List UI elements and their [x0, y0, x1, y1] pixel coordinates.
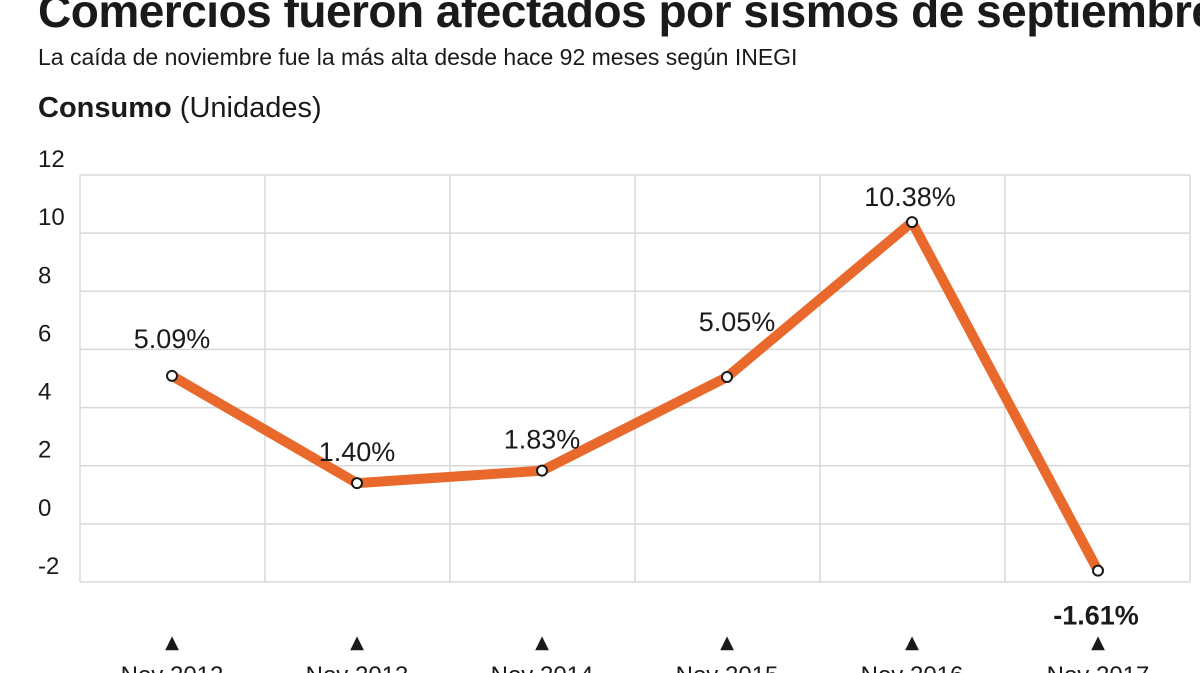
data-label: 5.05% [699, 307, 776, 337]
y-axis-ticks: 12 10 8 6 4 2 0 -2 [38, 146, 65, 580]
measure-name: Consumo [38, 92, 172, 124]
y-tick-label: 4 [38, 379, 51, 406]
x-axis-ticks: ▲ Nov 2012 ▲ Nov 2013 ▲ Nov 2014 ▲ Nov 2015 ▲ Nov… [121, 632, 1150, 673]
data-point [721, 371, 733, 384]
grid-layer [79, 174, 1191, 583]
y-tick-label: 8 [38, 262, 51, 289]
x-tick-label: Nov 2015 [676, 662, 779, 673]
data-label-layer: 5.09% 1.40% 1.83% 5.05% 10.38% -1.61% [134, 182, 1139, 631]
data-label: 10.38% [864, 182, 956, 212]
measure-label: Consumo (Unidades) [38, 92, 322, 125]
data-label: 1.40% [319, 437, 396, 467]
y-tick-label: 2 [38, 437, 51, 464]
y-tick-label: 0 [38, 495, 51, 522]
x-tick-label: Nov 2012 [121, 662, 224, 673]
x-tick-marker: ▲ [905, 632, 919, 653]
measure-unit: (Unidades) [179, 92, 322, 124]
x-tick-marker: ▲ [535, 632, 549, 653]
x-tick-label: Nov 2017 [1047, 662, 1150, 673]
x-tick-marker: ▲ [165, 632, 179, 653]
x-tick-marker: ▲ [1091, 632, 1105, 653]
data-point [536, 464, 548, 477]
y-tick-label: 12 [38, 146, 65, 173]
data-point [351, 477, 363, 490]
x-tick-label: Nov 2016 [861, 662, 964, 673]
data-label: 1.83% [504, 425, 581, 455]
series-line [167, 217, 1103, 576]
series-layer [167, 217, 1103, 576]
y-tick-label: 6 [38, 320, 51, 347]
data-label-negative: -1.61% [1053, 601, 1139, 631]
data-point [906, 216, 918, 229]
x-tick-marker: ▲ [720, 632, 734, 653]
data-point [166, 369, 178, 382]
marker-layer [166, 216, 1104, 577]
x-tick-label: Nov 2013 [306, 662, 409, 673]
data-point [1092, 564, 1104, 577]
chart-subtitle: La caída de noviembre fue la más alta de… [38, 44, 798, 70]
x-tick-marker: ▲ [350, 632, 364, 653]
y-tick-label: 10 [38, 204, 65, 231]
data-label: 5.09% [134, 324, 211, 354]
chart-title: Comercios fueron afectados por sismos de… [38, 0, 1200, 37]
y-tick-label: -2 [38, 553, 59, 580]
x-tick-label: Nov 2014 [491, 662, 594, 673]
